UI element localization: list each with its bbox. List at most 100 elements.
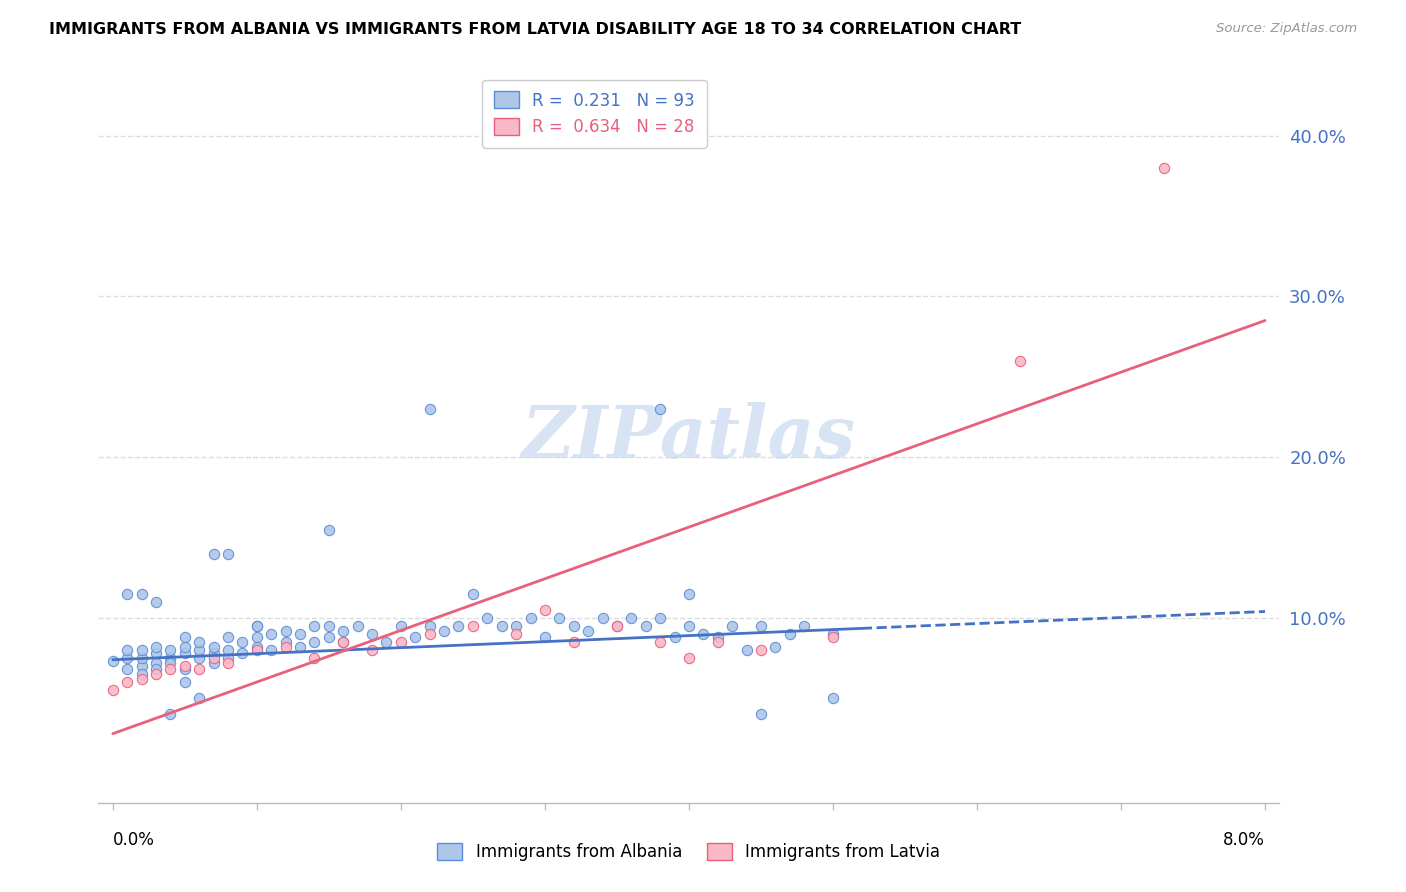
Point [115, 643, 138, 657]
Point [274, 640, 297, 654]
Point [304, 635, 326, 649]
Point [678, 587, 700, 601]
Point [793, 619, 815, 633]
Point [131, 667, 153, 681]
Point [217, 547, 239, 561]
Point [606, 619, 628, 633]
Point [188, 691, 211, 706]
Point [202, 656, 225, 670]
Point [821, 630, 844, 644]
Point [188, 651, 211, 665]
Point [706, 630, 728, 644]
Point [763, 640, 786, 654]
Point [231, 635, 253, 649]
Point [246, 640, 269, 654]
Point [115, 587, 138, 601]
Point [115, 675, 138, 690]
Point [318, 630, 340, 644]
Point [361, 627, 384, 641]
Point [749, 643, 772, 657]
Point [231, 646, 253, 660]
Point [173, 640, 195, 654]
Point [131, 672, 153, 686]
Point [389, 635, 412, 649]
Point [562, 619, 585, 633]
Point [202, 646, 225, 660]
Point [131, 651, 153, 665]
Point [115, 651, 138, 665]
Point [246, 630, 269, 644]
Point [562, 635, 585, 649]
Point [131, 587, 153, 601]
Point [159, 656, 181, 670]
Point [491, 619, 513, 633]
Point [145, 656, 167, 670]
Point [650, 401, 672, 416]
Point [477, 611, 499, 625]
Point [419, 401, 441, 416]
Point [202, 547, 225, 561]
Point [706, 635, 728, 649]
Point [131, 643, 153, 657]
Point [332, 635, 354, 649]
Point [721, 619, 744, 633]
Point [361, 643, 384, 657]
Point [188, 635, 211, 649]
Point [260, 627, 283, 641]
Point [101, 683, 124, 698]
Point [304, 619, 326, 633]
Point [576, 624, 599, 638]
Point [375, 635, 398, 649]
Point [217, 643, 239, 657]
Point [433, 624, 456, 638]
Point [131, 659, 153, 673]
Point [821, 691, 844, 706]
Point [461, 619, 484, 633]
Point [173, 646, 195, 660]
Point [159, 662, 181, 676]
Point [1010, 353, 1032, 368]
Point [534, 630, 557, 644]
Point [389, 619, 412, 633]
Point [505, 627, 527, 641]
Point [173, 662, 195, 676]
Point [202, 651, 225, 665]
Point [592, 611, 614, 625]
Point [606, 619, 628, 633]
Point [735, 643, 758, 657]
Point [332, 635, 354, 649]
Point [534, 603, 557, 617]
Point [749, 707, 772, 722]
Text: IMMIGRANTS FROM ALBANIA VS IMMIGRANTS FROM LATVIA DISABILITY AGE 18 TO 34 CORREL: IMMIGRANTS FROM ALBANIA VS IMMIGRANTS FR… [49, 22, 1022, 37]
Point [260, 643, 283, 657]
Point [419, 627, 441, 641]
Point [419, 619, 441, 633]
Point [246, 619, 269, 633]
Point [304, 651, 326, 665]
Point [519, 611, 541, 625]
Point [1153, 161, 1175, 175]
Point [217, 656, 239, 670]
Point [620, 611, 643, 625]
Point [346, 619, 368, 633]
Point [217, 651, 239, 665]
Point [159, 643, 181, 657]
Point [548, 611, 571, 625]
Point [173, 675, 195, 690]
Text: Source: ZipAtlas.com: Source: ZipAtlas.com [1216, 22, 1357, 36]
Point [634, 619, 657, 633]
Point [145, 667, 167, 681]
Point [173, 630, 195, 644]
Text: ZIPatlas: ZIPatlas [522, 401, 856, 473]
Point [159, 707, 181, 722]
Point [173, 659, 195, 673]
Point [447, 619, 470, 633]
Legend: Immigrants from Albania, Immigrants from Latvia: Immigrants from Albania, Immigrants from… [430, 836, 948, 868]
Point [274, 624, 297, 638]
Point [779, 627, 801, 641]
Point [678, 651, 700, 665]
Point [678, 619, 700, 633]
Point [274, 635, 297, 649]
Point [115, 662, 138, 676]
Point [159, 651, 181, 665]
